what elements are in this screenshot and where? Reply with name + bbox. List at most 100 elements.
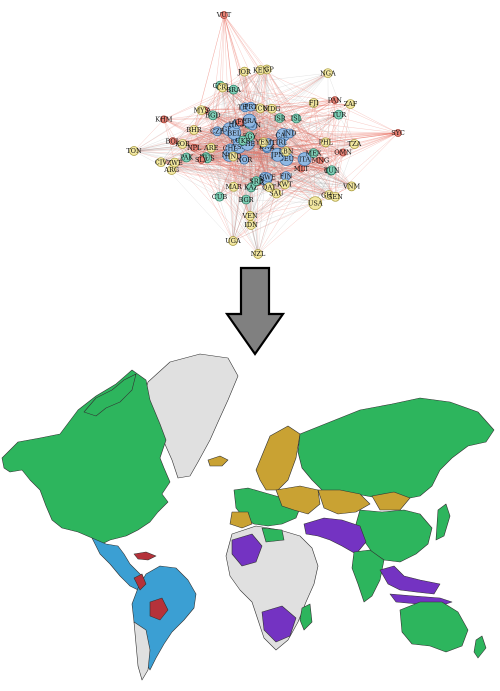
network-edge [257,69,267,183]
network-edge [250,99,335,107]
network-edge [230,132,399,149]
network-node-omn: OMN [334,148,352,157]
region-iberia [229,511,253,529]
network-node-label: ISR [274,114,287,122]
network-node-label: FIN [280,172,293,180]
network-node-label: VEN [242,212,258,220]
network-node-afg: AFG [232,118,247,126]
network-node-kor: KOR [175,139,191,149]
network-edge [320,114,339,161]
region-south-america-grey [133,621,151,681]
region-eastern-europe [275,485,321,515]
network-edge [174,162,266,180]
network-node-label: KWT [277,181,293,189]
network-node-circle [284,128,295,139]
region-mongolia [371,491,411,511]
network-edge [239,121,352,187]
network-node-label: PAN [328,96,342,104]
network-edge [282,134,332,171]
network-edge [219,143,248,197]
network-node-circle [271,188,282,199]
network-node-label: IDN [244,221,258,229]
network-edge [260,69,399,134]
network-edge [271,99,335,109]
network-edge [193,87,223,131]
network-node-label: PHL [319,139,334,147]
network-edge [279,117,305,160]
network-edge [163,119,173,142]
network-node-label: ARE [203,144,219,152]
network-edge [220,85,269,144]
network-edge [160,110,202,163]
network-edge [250,148,268,226]
network-edge [289,102,314,134]
network-edge [193,108,261,131]
network-node-label: CZE [210,127,224,135]
network-edge [171,169,332,171]
network-node-mex: MEX [306,148,322,158]
network-edge [232,136,250,242]
network-edge [172,69,261,142]
network-node-isl: ISL [291,113,303,124]
network-edge [219,69,267,197]
network-node-circle [394,129,402,137]
network-edge [276,132,399,194]
network-edge [260,70,269,178]
network-edge [201,110,326,143]
network-edge [160,154,278,163]
network-node-cze: CZE [210,126,225,137]
network-edge [331,103,351,171]
network-edge [160,162,316,204]
network-edge [325,142,352,187]
network-edge [249,120,355,145]
network-edge [219,159,245,197]
network-node-circle [316,156,325,165]
network-edge [237,140,336,198]
network-node-cub: CUB [212,191,227,202]
network-node-circle [169,157,180,168]
network-node-circle [267,103,277,114]
map-regions [1,353,495,681]
network-node-circle [276,137,287,148]
network-node-usa: USA [308,196,323,211]
network-node-label: ITA [299,155,311,163]
network-edge [249,73,329,137]
network-edge [163,89,234,120]
network-edge [286,158,352,187]
network-edge [269,186,329,196]
network-node-label: BOL [166,137,181,145]
network-node-cri: CRI [216,82,229,93]
network-node-pak: PAK [180,152,193,163]
network-node-circle [196,105,207,116]
network-edge [201,110,355,145]
network-edge [133,140,243,152]
network-edge [171,169,247,200]
network-edge [133,134,284,152]
network-node-label: AFG [232,118,247,126]
network-node-circle [255,65,266,75]
network-node-jor: JOR [237,66,252,77]
network-edge [250,170,332,217]
network-edge [286,114,339,152]
network-edge [296,114,339,119]
network-node-circle [214,191,225,202]
network-edge [220,85,399,134]
network-edge [160,162,234,242]
network-edge [249,132,399,137]
network-node-label: PAK [180,154,193,162]
country-network-graph: VUTKORMLTIRNCOLLKABGRDMAPOLHUNGBRSDRTURT… [126,11,405,259]
network-edge [239,146,330,196]
region-scandinavia [255,425,301,491]
network-edge [171,158,287,171]
network-node-circle [129,146,139,156]
world-map [1,353,495,681]
network-edge [219,196,252,226]
network-node-bgd: BGD [205,110,221,121]
network-node-label: FJI [309,99,319,107]
network-node-label: NPL [187,144,202,152]
network-node-label: CHL [223,145,239,153]
network-node-pan: PAN [328,96,342,104]
network-edge [251,132,399,188]
network-edge [342,104,351,153]
network-node-label: JOR [237,68,252,76]
